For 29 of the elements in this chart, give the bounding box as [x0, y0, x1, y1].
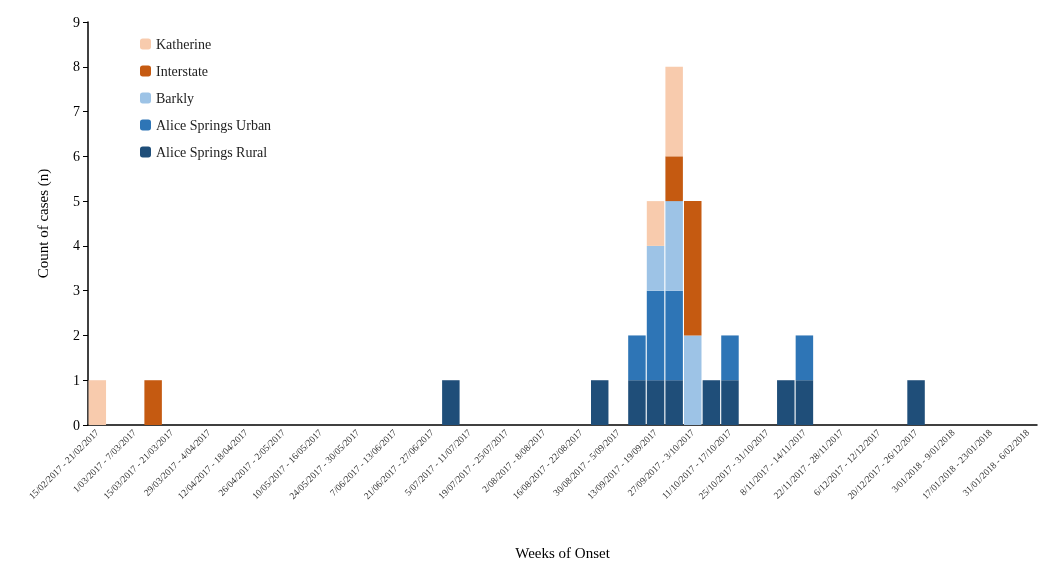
y-tick-label: 9 [73, 14, 80, 30]
legend-label: Interstate [156, 63, 209, 79]
y-tick-label: 2 [73, 327, 80, 343]
bar [795, 335, 814, 381]
bar [144, 380, 162, 425]
y-tick-label: 3 [73, 283, 80, 299]
bar [684, 201, 702, 336]
bar [665, 66, 683, 157]
bar [646, 201, 665, 246]
y-tick-label: 1 [73, 372, 80, 388]
x-axis-title: Weeks of Onset [515, 544, 611, 561]
y-tick-label: 4 [73, 238, 80, 254]
y-tick-label: 5 [73, 193, 80, 209]
y-tick-label: 6 [73, 148, 80, 164]
bar [590, 380, 609, 425]
y-tick-label: 7 [73, 104, 80, 120]
bar [907, 380, 925, 425]
y-tick-label: 0 [73, 417, 80, 433]
bar [442, 380, 460, 425]
y-axis-title: Count of cases (n) [34, 168, 52, 279]
bar [721, 335, 739, 381]
bar [665, 156, 683, 202]
legend-label: Katherine [156, 36, 212, 52]
y-tick-label: 8 [73, 59, 80, 75]
bar [88, 380, 107, 425]
legend-label: Barkly [156, 90, 195, 106]
bar [684, 335, 702, 425]
legend-label: Alice Springs Urban [156, 117, 272, 133]
legend-label: Alice Springs Rural [156, 144, 268, 160]
